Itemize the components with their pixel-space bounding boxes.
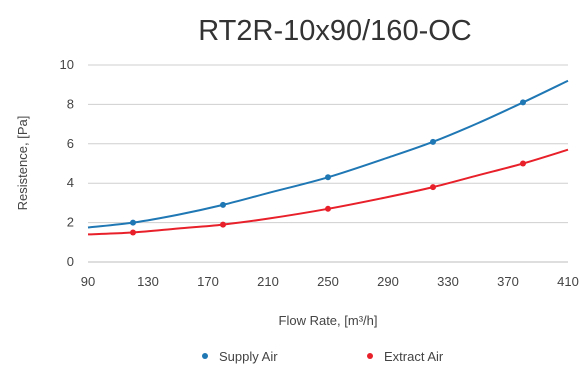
- chart-title: RT2R-10x90/160-OC: [198, 15, 471, 47]
- data-point: [325, 205, 331, 212]
- y-tick-label: 0: [67, 254, 74, 269]
- legend-item: Supply Air: [202, 349, 278, 364]
- data-point: [130, 229, 136, 236]
- x-tick-label: 290: [377, 274, 399, 289]
- data-point: [130, 219, 136, 226]
- data-point: [430, 184, 436, 191]
- series-1: [87, 148, 569, 236]
- y-tick-label: 6: [67, 136, 74, 151]
- data-point: [325, 174, 331, 181]
- data-point: [220, 221, 226, 228]
- data-point: [520, 99, 526, 106]
- series: [87, 79, 569, 236]
- y-tick-label: 2: [67, 215, 74, 230]
- data-point: [430, 138, 436, 145]
- x-tick-label: 370: [497, 274, 519, 289]
- y-tick-label: 10: [60, 57, 74, 72]
- x-tick-label: 130: [137, 274, 159, 289]
- x-tick-label: 330: [437, 274, 459, 289]
- legend-marker: [367, 353, 373, 359]
- grid-lines: [88, 64, 568, 224]
- legend-label: Extract Air: [384, 349, 444, 364]
- y-tick-label: 4: [67, 175, 74, 190]
- legend-marker: [202, 353, 208, 359]
- x-tick-label: 250: [317, 274, 339, 289]
- y-tick-label: 8: [67, 96, 74, 111]
- legend: Supply Air Extract Air: [202, 349, 444, 364]
- x-tick-label: 410: [557, 274, 579, 289]
- x-tick-label: 170: [197, 274, 219, 289]
- series-line: [87, 79, 569, 229]
- legend-label: Supply Air: [219, 349, 278, 364]
- series-line: [87, 148, 569, 236]
- x-tick-label: 210: [257, 274, 279, 289]
- data-point: [520, 160, 526, 167]
- x-axis-label: Flow Rate, [m³/h]: [279, 313, 378, 328]
- series-0: [87, 79, 569, 229]
- legend-item: Extract Air: [367, 349, 444, 364]
- data-point: [220, 201, 226, 208]
- x-tick-label: 90: [81, 274, 95, 289]
- y-axis-label: Resistence, [Pa]: [15, 116, 30, 211]
- tick-labels: 0 2 4 6 8 10 90 130 170 210 250 290 330 370 410: [60, 57, 579, 289]
